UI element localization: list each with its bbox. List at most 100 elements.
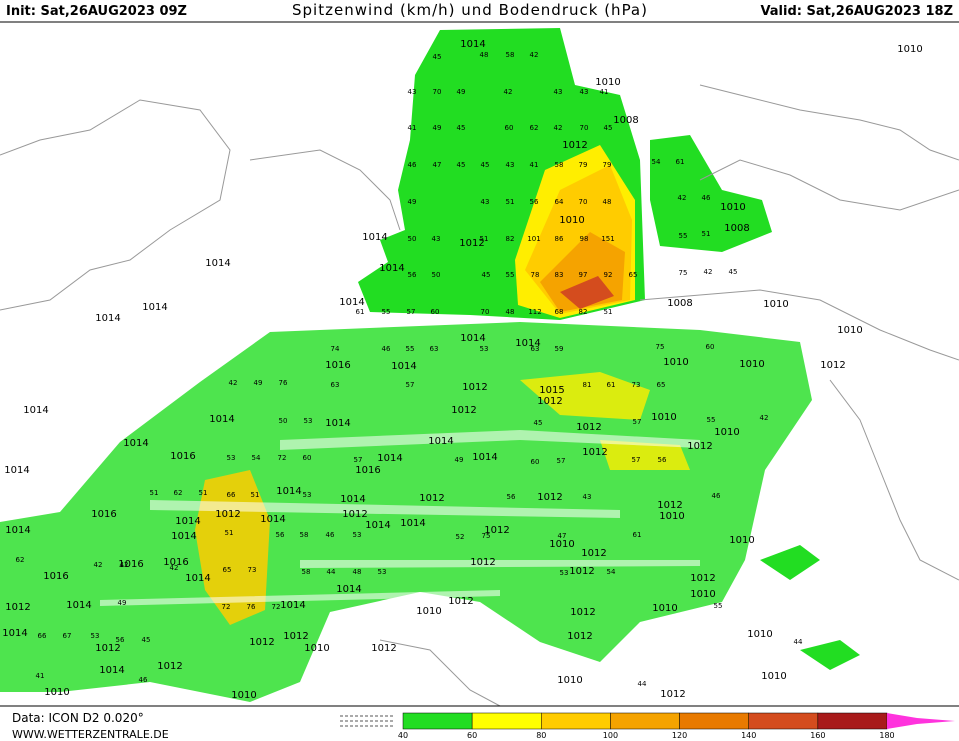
isobar-label: 1014 xyxy=(379,263,404,274)
isobar-label: 1010 xyxy=(729,535,754,546)
gust-label: 46 xyxy=(702,194,711,202)
isobar-label: 1008 xyxy=(613,115,638,126)
colorbar-segment xyxy=(748,712,819,730)
isobar-label: 1012 xyxy=(448,596,473,607)
isobar-label: 1010 xyxy=(739,359,764,370)
gust-label: 70 xyxy=(433,88,442,96)
isobar-label: 1012 xyxy=(581,548,606,559)
isobar-label: 1010 xyxy=(549,539,574,550)
gust-labels: 45 48 58 42 43 70 49 42 43 43 41 41 49 45 60 62 42 70 45 46… xyxy=(16,51,803,688)
gust-label: 45 xyxy=(433,53,442,61)
gust-label: 53 xyxy=(353,531,362,539)
colorbar-lower xyxy=(340,715,395,727)
isobar-label: 1010 xyxy=(595,77,620,88)
colorbar-segment xyxy=(610,712,680,730)
isobar-label: 1016 xyxy=(170,451,195,462)
isobar-label: 1014 xyxy=(260,514,285,525)
isobar-label: 1014 xyxy=(23,405,48,416)
isobar-label: 1012 xyxy=(419,493,444,504)
isobar-label: 1014 xyxy=(460,333,485,344)
isobar-label: 1010 xyxy=(659,511,684,522)
isobar-label: 1010 xyxy=(747,629,772,640)
isobar-label: 1014 xyxy=(209,414,234,425)
gust-label: 51 xyxy=(702,230,711,238)
gust-label: 57 xyxy=(557,457,566,465)
isobar-label: 1016 xyxy=(325,360,350,371)
gust-label: 56 xyxy=(658,456,667,464)
border xyxy=(249,149,401,231)
gust-label: 98 xyxy=(580,235,589,243)
gust-area xyxy=(100,430,700,606)
isobar-label: 1012 xyxy=(690,573,715,584)
gust-label: 65 xyxy=(657,381,666,389)
isobar-label: 1010 xyxy=(44,687,69,698)
gust-label: 42 xyxy=(94,561,103,569)
isobar-label: 1010 xyxy=(714,427,739,438)
gust-label: 43 xyxy=(481,198,490,206)
gust-label: 82 xyxy=(579,308,588,316)
gust-label: 48 xyxy=(506,308,515,316)
colorbar-tick-label: 80 xyxy=(536,731,546,740)
gust-label: 73 xyxy=(632,381,641,389)
gust-label: 45 xyxy=(604,124,613,132)
gust-label: 54 xyxy=(607,568,616,576)
gust-label: 42 xyxy=(120,561,129,569)
isobar-label: 1010 xyxy=(837,325,862,336)
gust-label: 43 xyxy=(554,88,563,96)
site: WWW.WETTERZENTRALE.DE xyxy=(12,728,169,741)
gust-area xyxy=(600,440,690,470)
gust-label: 61 xyxy=(676,158,685,166)
valid-time: Valid: Sat,26AUG2023 18Z xyxy=(760,4,953,19)
gust-label: 42 xyxy=(554,124,563,132)
isobar-label: 1008 xyxy=(667,298,692,309)
gust-label: 57 xyxy=(354,456,363,464)
gust-label: 79 xyxy=(579,161,588,169)
gust-label: 60 xyxy=(531,458,540,466)
isobar-label: 1012 xyxy=(569,566,594,577)
gust-label: 81 xyxy=(583,381,592,389)
colorbar-tick-label: 60 xyxy=(467,731,477,740)
isobar-label: 1015 xyxy=(539,385,564,396)
isobar-label: 1012 xyxy=(537,492,562,503)
isobar-label: 1012 xyxy=(283,631,308,642)
isobar-label: 1014 xyxy=(185,573,210,584)
isobar-label: 1014 xyxy=(276,486,301,497)
gust-label: 48 xyxy=(480,51,489,59)
gust-area xyxy=(760,545,860,670)
gust-label: 41 xyxy=(600,88,609,96)
gust-label: 46 xyxy=(382,345,391,353)
gust-label: 49 xyxy=(118,599,127,607)
gust-label: 42 xyxy=(530,51,539,59)
gust-label: 86 xyxy=(555,235,564,243)
isobar-label: 1014 xyxy=(391,361,416,372)
gust-label: 51 xyxy=(225,529,234,537)
gust-label: 78 xyxy=(531,271,540,279)
gust-label: 56 xyxy=(530,198,539,206)
gust-label: 51 xyxy=(251,491,260,499)
gust-label: 42 xyxy=(229,379,238,387)
colorbar-tick-label: 40 xyxy=(398,731,408,740)
isobar-label: 1010 xyxy=(763,299,788,310)
gust-label: 55 xyxy=(382,308,391,316)
gust-label: 51 xyxy=(199,489,208,497)
gust-label: 46 xyxy=(139,676,148,684)
colorbar: 40 60 80 100 120 140 160 180 xyxy=(398,712,955,740)
isobar-label: 1012 xyxy=(342,509,367,520)
gust-label: 82 xyxy=(506,235,515,243)
gust-label: 70 xyxy=(580,124,589,132)
gust-area xyxy=(560,276,614,309)
isobar-label: 1012 xyxy=(462,382,487,393)
gust-label: 92 xyxy=(604,271,613,279)
colorbar-segment xyxy=(679,712,749,730)
isobar-label: 1014 xyxy=(365,520,390,531)
gust-label: 51 xyxy=(480,235,489,243)
gust-label: 60 xyxy=(303,454,312,462)
gust-label: 41 xyxy=(530,161,539,169)
gust-label: 54 xyxy=(652,158,661,166)
isobar-label: 1014 xyxy=(2,628,27,639)
gust-label: 49 xyxy=(408,198,417,206)
gust-label: 59 xyxy=(555,345,564,353)
gust-label: 50 xyxy=(408,235,417,243)
gust-label: 60 xyxy=(706,343,715,351)
